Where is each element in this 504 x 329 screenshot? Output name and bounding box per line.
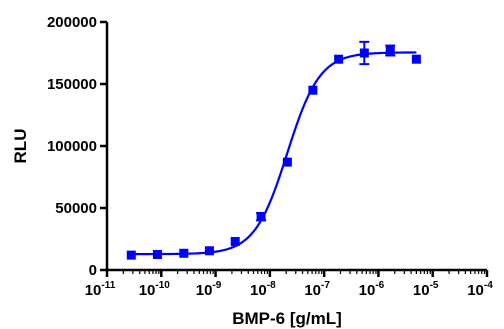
x-tick-label: 10-11 bbox=[85, 280, 116, 299]
y-tick-label: 150000 bbox=[47, 76, 97, 93]
y-axis: 0 50000 100000 150000 200000 bbox=[47, 14, 109, 279]
y-tick-label: 200000 bbox=[47, 14, 97, 31]
y-tick-label: 100000 bbox=[47, 138, 97, 155]
y-tick-label: 0 bbox=[89, 262, 97, 279]
data-point bbox=[282, 157, 292, 167]
data-point bbox=[126, 250, 136, 260]
x-tick-label: 10-7 bbox=[304, 280, 330, 299]
data-point bbox=[334, 54, 344, 64]
y-axis-title: RLU bbox=[11, 129, 30, 164]
x-axis-title: BMP-6 [g/mL] bbox=[232, 309, 342, 328]
data-point bbox=[256, 212, 266, 222]
x-tick-label: 10-9 bbox=[196, 280, 222, 299]
y-tick-label: 50000 bbox=[55, 200, 97, 217]
x-tick-label: 10-10 bbox=[139, 280, 171, 299]
data-point bbox=[308, 85, 318, 95]
x-ticks: 10-11 10-10 10-9 10-8 10-7 10-6 10-5 10-4 bbox=[85, 270, 493, 299]
data-point bbox=[152, 250, 162, 259]
x-tick-label: 10-4 bbox=[467, 280, 493, 299]
data-point bbox=[411, 54, 421, 64]
data-point bbox=[230, 236, 240, 246]
x-tick-label: 10-8 bbox=[250, 280, 276, 299]
x-tick-label: 10-6 bbox=[359, 280, 385, 299]
fit-curve bbox=[131, 51, 417, 256]
x-axis: 10-11 10-10 10-9 10-8 10-7 10-6 10-5 10-4 bbox=[85, 268, 493, 299]
data-point bbox=[179, 248, 189, 258]
data-point bbox=[359, 48, 369, 58]
x-tick-label: 10-5 bbox=[413, 280, 439, 299]
data-points bbox=[126, 40, 421, 260]
y-ticks: 0 50000 100000 150000 200000 bbox=[47, 14, 107, 279]
data-point bbox=[204, 246, 214, 256]
data-point bbox=[385, 46, 395, 56]
